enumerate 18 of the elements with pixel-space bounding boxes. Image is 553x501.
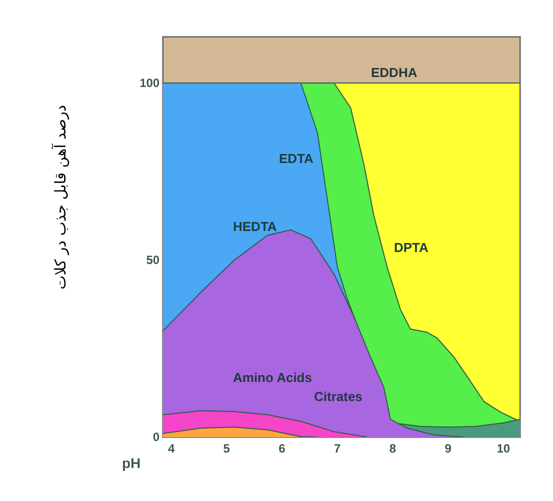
y-tick-label: 100 [140, 76, 160, 90]
annotation: HEDTA [233, 219, 278, 234]
x-tick-label: 6 [278, 441, 286, 456]
x-tick-label: 9 [444, 441, 452, 456]
annotation: DPTA [394, 240, 430, 255]
annotation: Amino Acids [233, 370, 312, 385]
annotation: EDDHA [371, 65, 418, 80]
annotation: EDTA [279, 151, 314, 166]
annotation: Citrates [314, 389, 362, 404]
y-tick-label: 0 [152, 430, 160, 444]
x-tick-label: 10 [496, 441, 510, 456]
y-tick-label: 50 [146, 253, 160, 268]
x-tick-label: 5 [223, 441, 230, 456]
x-tick-label: 8 [389, 441, 396, 456]
x-axis-title: pH [122, 455, 141, 471]
x-tick-label: 7 [334, 441, 342, 456]
x-tick-label: 4 [168, 441, 175, 456]
y-axis-title: درصد آهن قابل جذب در کلات [50, 104, 70, 290]
